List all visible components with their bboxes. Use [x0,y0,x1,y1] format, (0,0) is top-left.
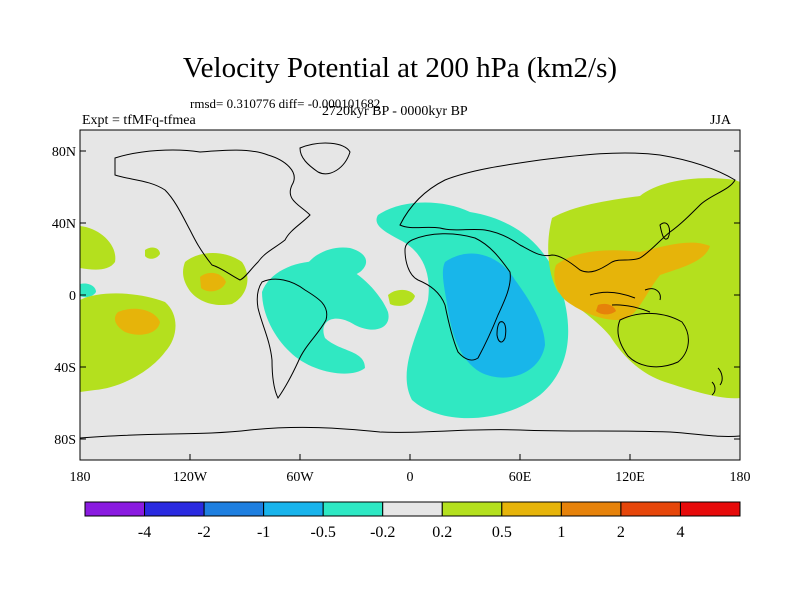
contour-positive-asia-core [554,242,710,320]
lon-label-120W: 120W [173,470,208,485]
colorbar-label: 1 [557,524,565,541]
colorbar-swatch [203,501,265,517]
colorbar-swatch [441,501,503,517]
colorbar-swatch [84,501,146,517]
coastline-new-zealand [711,367,723,396]
colorbar-label: 0.5 [492,524,512,541]
coastline-greenland [299,142,351,175]
colorbar-swatch [679,501,741,517]
contour-negative-dateline [80,283,96,298]
contour-positive-east-pacific-core [200,272,226,292]
coastline-eurasia [399,152,736,273]
season-label: JJA [710,113,732,128]
lon-label-180W: 180 [70,470,91,485]
colorbar-label: 4 [676,524,684,541]
colorbar [84,501,741,517]
lon-label-120E: 120E [615,470,645,485]
colorbar-swatch [144,501,205,517]
contour-negative-atlantic [302,247,367,280]
contour-positive-central-pacific-core [114,308,160,335]
lon-label-0: 0 [407,470,414,485]
lat-label-40N: 40N [52,217,76,232]
colorbar-swatch [382,501,443,517]
coastline-japan [659,222,671,240]
lat-label-80N: 80N [52,145,76,160]
contour-positive-maritime-core [596,303,616,315]
colorbar-labels: -4 -2 -1 -0.5 -0.2 0.2 0.5 1 2 4 [138,524,685,541]
lat-label-40S: 40S [54,361,76,376]
colorbar-swatch [263,501,324,517]
colorbar-swatch [620,501,681,517]
lon-label-180E: 180 [730,470,751,485]
colorbar-swatch [322,501,384,517]
contour-positive-west-edge [80,226,116,270]
coastlines [80,142,740,439]
lon-label-60W: 60W [286,470,314,485]
coastline-antarctica [80,426,740,439]
colorbar-swatch [501,501,562,517]
latitude-labels: 80N 40N 0 40S 80S [52,145,76,448]
colorbar-label: 2 [617,524,625,541]
colorbar-label: 0.2 [432,524,452,541]
coastline-indonesia [589,288,661,313]
experiment-label: Expt = tfMFq-tfmea [82,113,196,128]
lat-label-80S: 80S [54,433,76,448]
longitude-labels: 180 120W 60W 0 60E 120E 180 [70,470,751,485]
contour-positive-atlantic-blob [388,289,415,306]
coastline-madagascar [496,321,507,343]
coastline-africa [404,233,511,361]
colorbar-label: -0.2 [370,524,395,541]
colorbar-label: -0.5 [311,524,336,541]
contour-negative-core [442,253,545,378]
lat-label-0: 0 [69,289,76,304]
period-label: 2720kyr BP - 0000kyr BP [322,104,468,119]
colorbar-label: -4 [138,524,151,541]
contour-fill-layer [80,178,740,419]
stats-label: rmsd= 0.310776 diff= -0.000101682 [190,96,381,111]
colorbar-label: -1 [257,524,270,541]
coastline-south-america [256,278,328,399]
colorbar-swatch [560,501,622,517]
plot-title: Velocity Potential at 200 hPa (km2/s) [182,52,618,84]
contour-positive-small-blob [145,247,160,259]
coastline-north-america [114,149,311,281]
contour-negative-south-america [262,261,389,374]
colorbar-label: -2 [197,524,210,541]
tick-marks [79,150,741,460]
coastline-australia [617,312,689,368]
lon-label-60E: 60E [509,470,532,485]
